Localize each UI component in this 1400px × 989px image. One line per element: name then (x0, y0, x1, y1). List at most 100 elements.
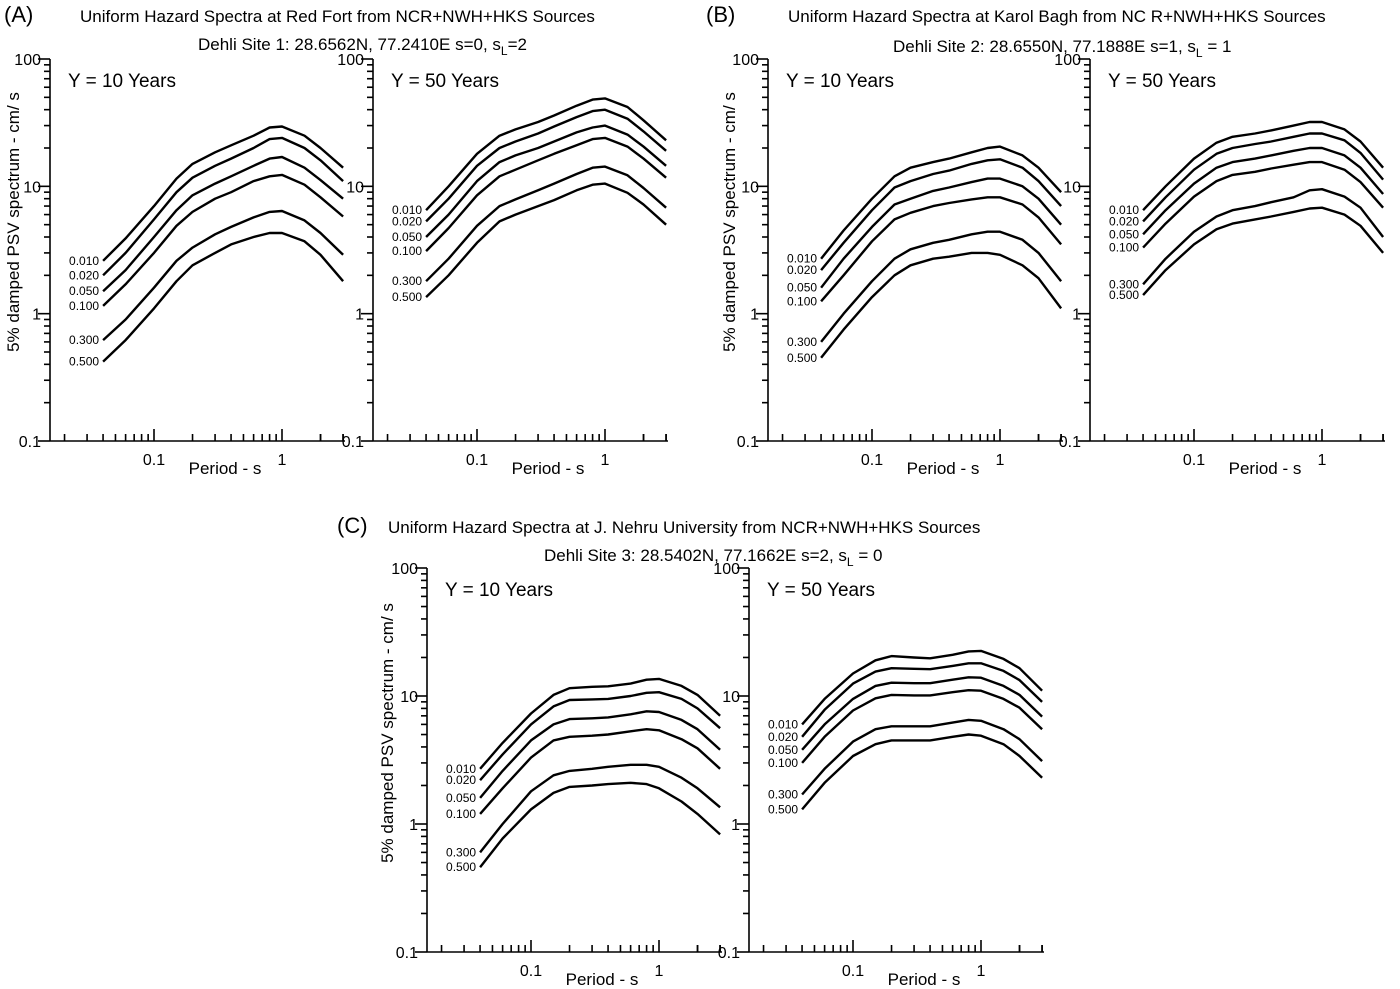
fig-a-50yr-panel: 0.1 1 10 100 0.1 1 Period - s Y = 50 Years 0.010… (337, 52, 668, 478)
fig-c-50yr-x-tick-label: 1 (977, 963, 986, 980)
fig-a-50yr-x-tick-label: 1 (601, 452, 610, 469)
fig-b-50yr-y-tick-label: 1 (1072, 307, 1081, 324)
fig-a-10yr-x-tick-label: 1 (278, 452, 287, 469)
fig-a-50yr-series-0.010 (425, 97, 667, 212)
fig-c-10yr-y-tick-label: 0.1 (396, 945, 418, 962)
fig-b-10yr-series-0.010 (820, 145, 1062, 260)
figure-a-subtitle: Dehli Site 1: 28.6562N, 77.2410E s=0, sL… (198, 35, 527, 58)
fig-b-50yr-series-0.020 (1142, 132, 1385, 223)
fig-c-50yr-x-tick-label: 0.1 (842, 963, 864, 980)
fig-c-10yr-panel: 0.1 1 10 100 0.1 1 Period - s Y = 10 Years 0.010… (391, 561, 722, 989)
fig-a-10yr-panel: 0.1 1 10 100 0.1 1 Period - s Y = 10 Years 0.010… (14, 52, 345, 478)
fig-a-50yr-y-tick-label: 0.1 (342, 434, 364, 451)
fig-a-50yr-series-label: 0.500 (392, 290, 422, 304)
fig-c-10yr-y-tick-label: 1 (409, 817, 418, 834)
fig-c-50yr-series-0.050 (801, 676, 1043, 751)
fig-b-10yr-series-label: 0.500 (787, 351, 817, 365)
fig-c-50yr-series-label: 0.010 (768, 717, 798, 731)
fig-a-50yr-series-label: 0.100 (392, 244, 422, 258)
fig-a-50yr-series-label: 0.050 (392, 230, 422, 244)
fig-b-10yr-x-tick-label: 0.1 (861, 452, 883, 469)
fig-b-50yr-series-0.050 (1142, 146, 1385, 236)
fig-b-10yr-y-tick-label: 100 (732, 52, 759, 69)
fig-a-50yr-series-label: 0.010 (392, 203, 422, 217)
fig-b-50yr-series-label: 0.020 (1109, 214, 1139, 228)
panel-letter-a: (A) (4, 2, 33, 27)
fig-b-10yr-x-axis-label: Period - s (907, 459, 980, 478)
figure-c-y-axis-label: 5% damped PSV spectrum - cm/ s (378, 603, 397, 863)
plot-panels: 0.1 1 10 100 0.1 1 Period - s Y = 10 Years 0.010… (14, 52, 1385, 989)
figure-a-y-axis-label: 5% damped PSV spectrum - cm/ s (4, 92, 23, 352)
fig-b-10yr-y-tick-label: 1 (750, 307, 759, 324)
fig-c-10yr-y-tick-label: 100 (391, 561, 418, 578)
fig-b-50yr-series-0.500 (1142, 206, 1385, 296)
fig-a-10yr-series-0.020 (102, 136, 344, 277)
fig-a-10yr-series-label: 0.100 (69, 299, 99, 313)
fig-c-50yr-x-axis-label: Period - s (888, 970, 961, 989)
fig-b-10yr-x-tick-label: 1 (996, 452, 1005, 469)
fig-a-10yr-series-label: 0.050 (69, 284, 99, 298)
fig-c-10yr-series-0.010 (479, 677, 721, 770)
fig-b-10yr-series-label: 0.010 (787, 252, 817, 266)
fig-b-50yr-series-0.300 (1142, 188, 1385, 286)
fig-c-10yr-series-0.020 (479, 691, 721, 781)
fig-c-10yr-series-label: 0.100 (446, 807, 476, 821)
fig-a-10yr-y-tick-label: 10 (23, 179, 41, 196)
fig-b-50yr-panel: 0.1 1 10 100 0.1 1 Period - s Y = 50 Years 0.010… (1054, 52, 1385, 478)
fig-a-10yr-y-tick-label: 100 (14, 52, 41, 69)
fig-a-10yr-series-label: 0.500 (69, 355, 99, 369)
fig-c-50yr-panel: 0.1 1 10 100 0.1 1 Period - s Y = 50 Years 0.010… (713, 561, 1044, 989)
fig-c-50yr-series-label: 0.050 (768, 743, 798, 757)
figure-c-title: Uniform Hazard Spectra at J. Nehru Unive… (388, 518, 980, 537)
fig-c-10yr-x-axis-label: Period - s (566, 970, 639, 989)
fig-a-10yr-y-tick-label: 0.1 (19, 434, 41, 451)
fig-a-10yr-series-0.050 (102, 155, 344, 293)
fig-c-50yr-y-tick-label: 100 (713, 561, 740, 578)
fig-a-50yr-x-axis-label: Period - s (512, 459, 585, 478)
fig-b-50yr-series-label: 0.050 (1109, 227, 1139, 241)
panel-letter-b: (B) (706, 2, 735, 27)
fig-c-50yr-series-label: 0.020 (768, 730, 798, 744)
fig-a-10yr-series-0.300 (102, 209, 344, 341)
fig-c-10yr-series-label: 0.050 (446, 791, 476, 805)
figure-b-title: Uniform Hazard Spectra at Karol Bagh fro… (788, 7, 1326, 26)
fig-a-50yr-title: Y = 50 Years (391, 71, 499, 92)
fig-b-50yr-series-0.010 (1142, 120, 1385, 212)
fig-b-10yr-series-0.100 (820, 196, 1063, 303)
fig-a-10yr-title: Y = 10 Years (68, 71, 176, 92)
fig-b-50yr-series-label: 0.500 (1109, 288, 1139, 302)
fig-b-50yr-series-label: 0.010 (1109, 203, 1139, 217)
fig-c-50yr-series-0.500 (801, 733, 1043, 811)
fig-b-50yr-y-tick-label: 100 (1054, 52, 1081, 69)
fig-a-50yr-series-0.300 (425, 165, 667, 283)
fig-a-50yr-series-label: 0.020 (392, 214, 422, 228)
fig-c-50yr-series-label: 0.100 (768, 756, 798, 770)
fig-b-10yr-series-0.050 (820, 177, 1063, 289)
fig-a-50yr-series-0.100 (425, 136, 667, 252)
fig-b-50yr-series-label: 0.100 (1109, 241, 1139, 255)
fig-a-10yr-series-label: 0.020 (69, 268, 99, 282)
fig-a-10yr-series-0.500 (102, 231, 345, 363)
fig-b-10yr-series-0.300 (820, 230, 1063, 343)
fig-a-50yr-y-tick-label: 10 (346, 179, 364, 196)
fig-c-10yr-title: Y = 10 Years (445, 580, 553, 601)
figure-c-subtitle: Dehli Site 3: 28.5402N, 77.1662E s=2, sL… (544, 546, 882, 569)
fig-b-10yr-title: Y = 10 Years (786, 71, 894, 92)
fig-c-50yr-y-tick-label: 10 (722, 689, 740, 706)
fig-b-10yr-series-label: 0.100 (787, 294, 817, 308)
fig-b-10yr-panel: 0.1 1 10 100 0.1 1 Period - s Y = 10 Years 0.010… (732, 52, 1063, 478)
fig-b-10yr-y-tick-label: 0.1 (737, 434, 759, 451)
fig-a-10yr-y-tick-label: 1 (32, 307, 41, 324)
fig-c-50yr-series-label: 0.300 (768, 788, 798, 802)
fig-c-10yr-series-label: 0.500 (446, 860, 476, 874)
fig-b-50yr-series-0.100 (1142, 160, 1384, 249)
fig-b-10yr-series-0.500 (820, 251, 1063, 359)
figure-b-subtitle: Dehli Site 2: 28.6550N, 77.1888E s=1, sL… (893, 37, 1231, 60)
fig-b-10yr-y-tick-label: 10 (741, 179, 759, 196)
fig-c-10yr-series-0.050 (479, 710, 721, 799)
fig-c-10yr-series-0.500 (479, 781, 721, 868)
fig-a-50yr-series-0.500 (425, 182, 667, 298)
fig-a-50yr-y-tick-label: 100 (337, 52, 364, 69)
fig-b-50yr-title: Y = 50 Years (1108, 71, 1216, 92)
